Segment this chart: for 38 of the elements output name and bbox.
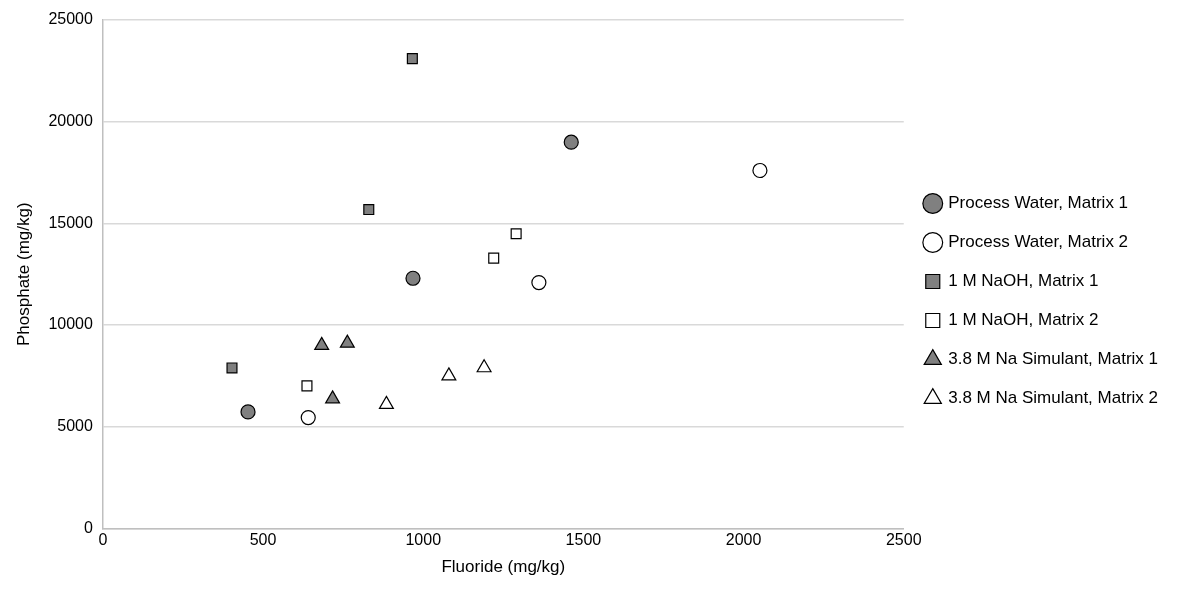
point — [314, 336, 330, 350]
point — [406, 53, 418, 65]
point — [405, 270, 421, 286]
point — [240, 404, 256, 420]
y-tick-label: 0 — [83, 518, 93, 536]
legend-label: 3.8 M Na Simulant, Matrix 2 — [948, 388, 1159, 408]
x-tick-label: 2000 — [725, 531, 762, 549]
y-tick-label: 20000 — [48, 112, 93, 130]
point — [226, 362, 238, 374]
point — [510, 228, 522, 240]
y-axis-title: Phosphate (mg/kg) — [13, 202, 33, 347]
legend-label: Process Water, Matrix 1 — [948, 193, 1129, 213]
point — [752, 162, 768, 179]
point — [441, 367, 457, 381]
x-tick-label: 500 — [249, 531, 277, 549]
x-tick-label: 1000 — [405, 531, 442, 549]
point — [531, 274, 547, 291]
legend-label: 1 M NaOH, Matrix 2 — [948, 310, 1099, 330]
legend-label: 3.8 M Na Simulant, Matrix 1 — [948, 349, 1159, 369]
x-tick-label: 2500 — [885, 531, 922, 549]
point — [488, 252, 500, 264]
y-tick-label: 5000 — [57, 417, 93, 435]
point — [378, 395, 394, 409]
x-axis-title: Fluoride (mg/kg) — [441, 557, 566, 577]
legend-label: Process Water, Matrix 2 — [948, 232, 1129, 252]
y-tick-label: 25000 — [48, 10, 93, 28]
y-tick-label: 15000 — [48, 213, 93, 231]
legend-label: 1 M NaOH, Matrix 1 — [948, 271, 1099, 291]
x-tick-label: 1500 — [565, 531, 602, 549]
point — [339, 334, 355, 348]
point — [301, 380, 313, 392]
point — [476, 359, 492, 373]
point — [563, 134, 579, 150]
point — [300, 409, 316, 426]
x-tick-label: 0 — [98, 531, 108, 549]
point — [363, 203, 375, 216]
y-tick-label: 10000 — [48, 315, 93, 333]
point — [325, 390, 341, 404]
